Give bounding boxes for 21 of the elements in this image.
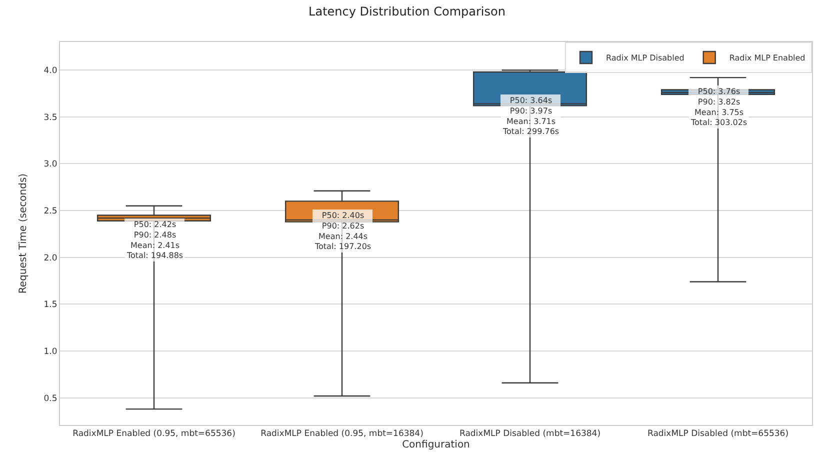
x-tick-label: RadixMLP Enabled (0.95, mbt=65536): [72, 429, 236, 440]
legend-label: Radix MLP Enabled: [729, 54, 806, 63]
y-axis-title: Request Time (seconds): [18, 173, 29, 294]
y-tick-label: 4.0: [44, 66, 58, 76]
x-tick-label: RadixMLP Disabled (mbt=16384): [459, 429, 601, 440]
x-tick-label: RadixMLP Disabled (mbt=65536): [647, 429, 789, 440]
annotation: P50: 2.42s P90: 2.48s Mean: 2.41s Total: 194.88s: [126, 220, 184, 260]
annotation: P50: 2.40s P90: 2.62s Mean: 2.44s Total: 197.20s: [314, 211, 372, 252]
annotation: P50: 3.76s P90: 3.82s Mean: 3.75s Total: 303.02s: [690, 87, 748, 128]
y-tick-label: 0.5: [44, 394, 58, 404]
y-tick-label: 2.0: [44, 253, 58, 264]
x-axis-title: Configuration: [402, 440, 470, 451]
y-tick-label: 3.5: [44, 112, 58, 123]
y-tick-label: 3.0: [44, 160, 58, 170]
legend-label: Radix MLP Disabled: [606, 54, 684, 63]
annotation: P50: 3.64s P90: 3.97s Mean: 3.71s Total: 299.76s: [502, 96, 560, 136]
y-tick-label: 1.0: [44, 346, 58, 357]
chart-title: Latency Distribution Comparison: [308, 4, 506, 18]
x-tick-label: RadixMLP Enabled (0.95, mbt=16384): [260, 429, 424, 440]
y-tick-label: 1.5: [44, 300, 58, 310]
y-tick-label: 2.5: [44, 206, 58, 217]
